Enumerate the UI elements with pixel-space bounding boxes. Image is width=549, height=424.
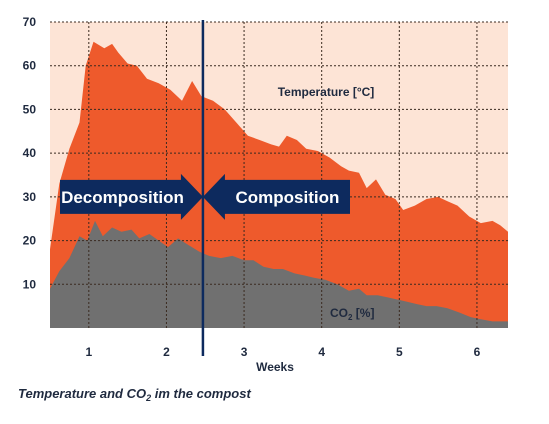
decomposition-label: Decomposition xyxy=(61,188,184,207)
x-tick-label: 6 xyxy=(474,345,481,359)
y-tick-labels: 10 20 30 40 50 60 70 xyxy=(23,15,37,291)
chart-caption: Temperature and CO2 im the compost xyxy=(18,386,251,403)
composition-arrow xyxy=(202,173,350,220)
x-tick-label: 4 xyxy=(318,345,325,359)
y-tick-label: 50 xyxy=(23,102,37,116)
x-tick-label: 2 xyxy=(163,345,170,359)
y-tick-label: 40 xyxy=(23,146,37,160)
decomposition-arrow xyxy=(60,173,203,220)
co2-area xyxy=(50,220,508,328)
x-tick-label: 1 xyxy=(85,345,92,359)
y-tick-label: 10 xyxy=(23,277,37,291)
composition-label: Composition xyxy=(236,188,340,207)
temperature-label: Temperature [°C] xyxy=(278,85,375,99)
x-tick-labels: 1 2 3 4 5 6 xyxy=(85,345,480,359)
co2-label: CO2 [%] xyxy=(330,306,374,322)
y-tick-label: 20 xyxy=(23,234,37,248)
y-tick-label: 30 xyxy=(23,190,37,204)
arrow-layer: Decomposition Composition xyxy=(60,20,350,356)
x-tick-label: 3 xyxy=(241,345,248,359)
y-tick-label: 60 xyxy=(23,59,37,73)
grid-layer xyxy=(50,21,508,328)
y-tick-label: 70 xyxy=(23,15,37,29)
x-axis-label: Weeks xyxy=(256,360,294,374)
x-tick-label: 5 xyxy=(396,345,403,359)
